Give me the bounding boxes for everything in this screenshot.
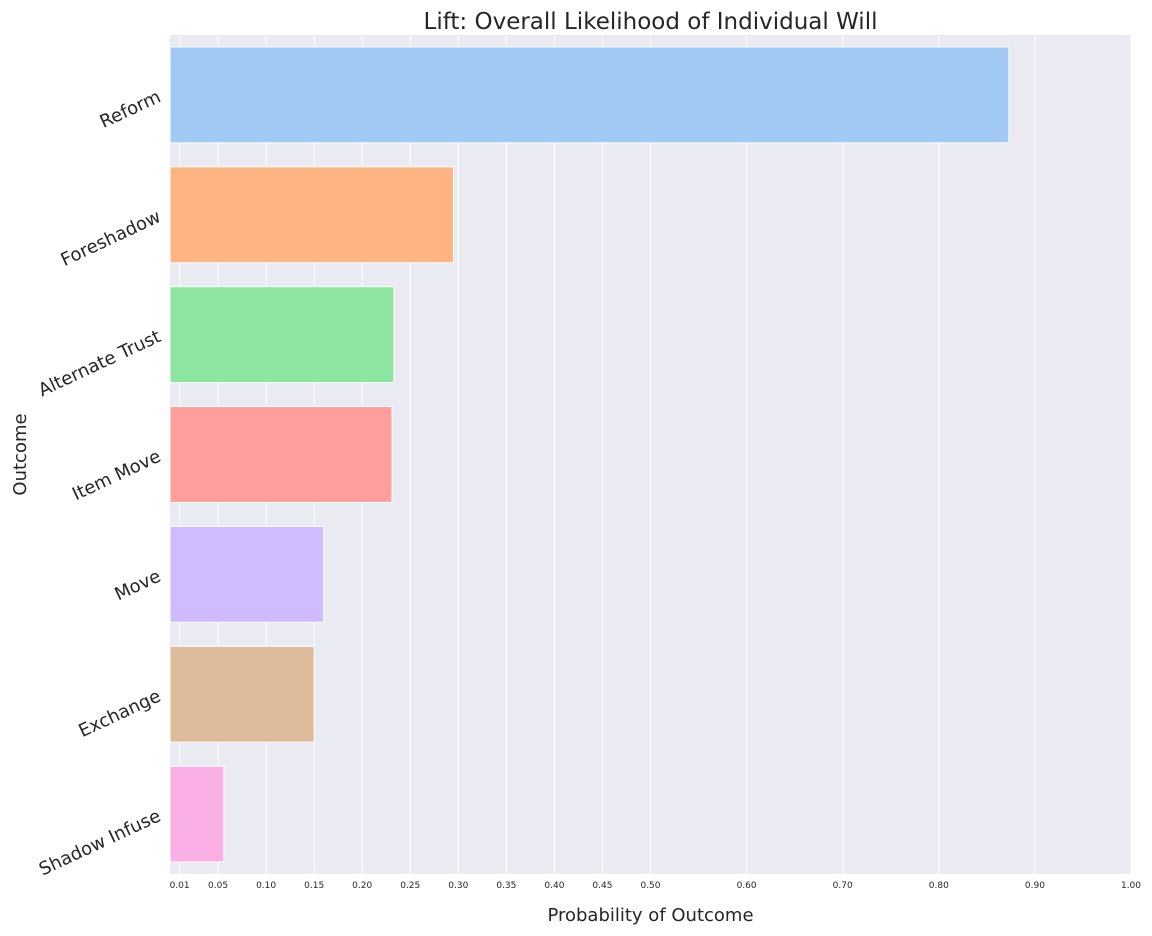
x-tick-label: 0.45: [592, 881, 612, 891]
bar-foreshadow: [169, 166, 454, 264]
x-tick-label: 0.90: [1025, 881, 1045, 891]
x-tick-label: 0.60: [737, 881, 757, 891]
bar-shadow-infuse: [169, 765, 225, 863]
x-tick-label: 0.40: [544, 881, 564, 891]
x-tick-label: 0.05: [208, 881, 228, 891]
y-tick-label: Item Move: [69, 446, 164, 505]
bar-move: [169, 525, 325, 623]
y-tick-label: Shadow Infuse: [36, 806, 164, 881]
x-tick-label: 0.30: [448, 881, 468, 891]
x-tick-labels: 0.01 0.05 0.10 0.15 0.20 0.25 0.30 0.35 0.40 0.45…: [170, 881, 1142, 891]
y-tick-label: Exchange: [76, 686, 165, 742]
x-tick-label: 1.00: [1121, 881, 1141, 891]
x-axis-label: Probability of Outcome: [547, 905, 753, 926]
chart-title: Lift: Overall Likelihood of Individual W…: [424, 9, 878, 35]
x-tick-label: 0.80: [929, 881, 949, 891]
y-tick-label: Reform: [97, 86, 165, 132]
x-tick-label: 0.35: [496, 881, 516, 891]
x-tick-label: 0.15: [304, 881, 324, 891]
x-tick-label: 0.20: [352, 881, 372, 891]
bar-item-move: [169, 406, 393, 503]
y-tick-labels: Reform Foreshadow Alternate Trust Item Move…: [35, 86, 164, 880]
bar-reform: [169, 46, 1010, 144]
x-tick-label: 0.25: [400, 881, 420, 891]
y-axis-label: Outcome: [10, 413, 31, 495]
y-tick-label: Foreshadow: [58, 206, 165, 271]
y-tick-label: Alternate Trust: [35, 326, 164, 401]
x-tick-label: 0.10: [256, 881, 276, 891]
bar-alternate-trust: [169, 286, 395, 384]
bar-exchange: [169, 645, 315, 743]
x-tick-label: 0.70: [833, 881, 853, 891]
x-tick-label: 0.50: [640, 881, 660, 891]
bars: [169, 46, 1010, 863]
x-tick-label: 0.01: [170, 881, 190, 891]
y-tick-label: Move: [111, 566, 164, 605]
